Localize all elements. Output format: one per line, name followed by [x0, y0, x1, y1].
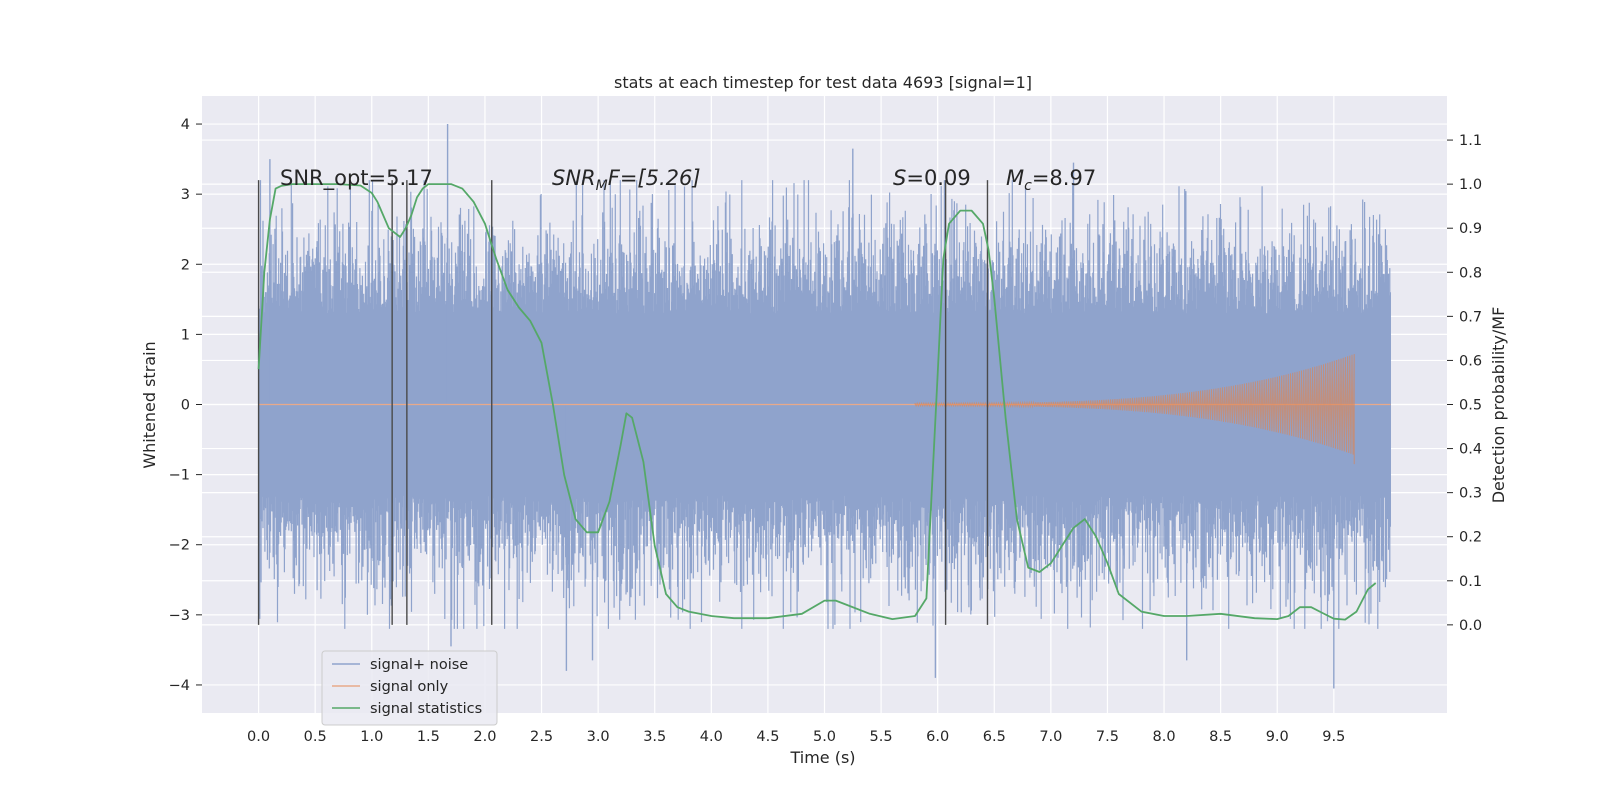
right-tick-label: 1.0	[1459, 177, 1482, 193]
x-tick-label: 9.0	[1266, 729, 1289, 745]
legend-box	[321, 650, 498, 726]
right-tick-label: 0.4	[1459, 442, 1482, 458]
x-tick-label: 4.5	[756, 729, 779, 745]
x-tick-label: 4.0	[700, 729, 723, 745]
legend-label-signal: signal only	[370, 679, 449, 695]
s-annotation: S=0.09	[893, 166, 971, 190]
s-rest: =0.09	[906, 166, 970, 190]
left-tick-label: 0	[181, 398, 190, 414]
s-main: S	[893, 166, 906, 190]
right-tick-label: 0.2	[1459, 530, 1482, 546]
x-axis-label: Time (s)	[789, 748, 855, 767]
mc-main: M	[1006, 166, 1024, 190]
right-tick-label: 0.5	[1459, 398, 1482, 414]
right-tick-labels: 1.1 1.0 0.9 0.8 0.7 0.6 0.5 0.4 0.3 0.2 0.1 0.0	[1447, 133, 1482, 634]
x-tick-label: 6.0	[926, 729, 949, 745]
x-tick-labels: 0.0 0.5 1.0 1.5 2.0 2.5 3.0 3.5 4.0 4.5 5.0 5.5 6.0 6…	[247, 729, 1345, 745]
x-tick-label: 6.5	[983, 729, 1006, 745]
x-tick-label: 2.5	[530, 729, 553, 745]
snr-mf-annotation: SNRMF=[5.26]	[552, 166, 701, 194]
x-tick-label: 3.5	[643, 729, 666, 745]
x-tick-label: 5.5	[870, 729, 893, 745]
x-tick-label: 8.5	[1209, 729, 1232, 745]
y-axis-label-left: Whitened strain	[140, 341, 159, 468]
x-tick-label: 7.0	[1039, 729, 1062, 745]
x-tick-label: 3.0	[587, 729, 610, 745]
vertical-markers	[257, 180, 989, 625]
snr-mf-main: SNR	[552, 166, 596, 190]
right-tick-label: 0.7	[1459, 309, 1482, 325]
left-tick-label: −4	[169, 678, 190, 694]
right-tick-label: 0.3	[1459, 486, 1482, 502]
x-tick-label: 0.0	[247, 729, 270, 745]
legend-label-noise: signal+ noise	[370, 657, 468, 673]
x-tick-label: 2.0	[473, 729, 496, 745]
mc-subscript: c	[1024, 178, 1032, 194]
x-tick-label: 8.0	[1153, 729, 1176, 745]
right-tick-label: 0.8	[1459, 265, 1482, 281]
legend-label-stats: signal statistics	[370, 701, 482, 717]
left-tick-label: −2	[169, 538, 190, 554]
mc-rest: =8.97	[1032, 166, 1096, 190]
legend: signal+ noise signal only signal statist…	[321, 650, 498, 726]
right-tick-label: 0.1	[1459, 574, 1482, 590]
x-tick-label: 5.0	[813, 729, 836, 745]
x-tick-label: 1.0	[360, 729, 383, 745]
right-tick-label: 0.6	[1459, 353, 1482, 369]
right-tick-label: 0.9	[1459, 221, 1482, 237]
right-tick-label: 0.0	[1459, 618, 1482, 634]
left-tick-labels: 4 3 2 1 0 −1 −2 −3 −4	[169, 117, 202, 694]
x-tick-label: 9.5	[1322, 729, 1345, 745]
snr-mf-rest: F=[5.26]	[608, 166, 701, 190]
left-tick-label: −3	[169, 608, 190, 624]
left-tick-label: 1	[181, 327, 190, 343]
x-tick-label: 1.5	[417, 729, 440, 745]
left-tick-label: 4	[181, 117, 190, 133]
mc-annotation: Mc=8.97	[1006, 166, 1096, 194]
chart-title: stats at each timestep for test data 469…	[614, 73, 1032, 92]
left-tick-label: −1	[169, 468, 190, 484]
x-tick-label: 7.5	[1096, 729, 1119, 745]
stats-line	[257, 183, 1377, 621]
left-tick-label: 3	[181, 187, 190, 203]
right-tick-label: 1.1	[1459, 133, 1482, 149]
snr-mf-subscript: M	[596, 178, 608, 194]
signal-statistics-series	[257, 183, 1377, 621]
left-tick-label: 2	[181, 257, 190, 273]
x-tick-label: 0.5	[304, 729, 327, 745]
y-axis-label-right: Detection probability/MF	[1489, 307, 1508, 504]
snr-opt-annotation: SNR_opt=5.17	[280, 166, 433, 191]
